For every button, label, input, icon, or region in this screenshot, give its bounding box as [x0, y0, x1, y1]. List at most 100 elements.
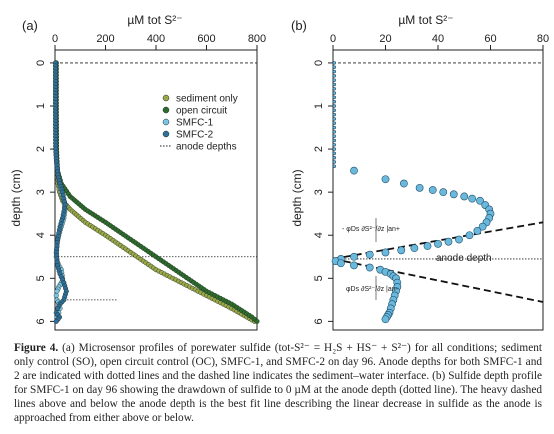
y-tick-label: 0 — [35, 60, 47, 66]
x-tick-label: 0 — [330, 33, 336, 45]
scatter-point — [336, 259, 345, 268]
legend-marker — [162, 106, 170, 114]
legend-marker — [162, 94, 170, 102]
scatter-point — [439, 188, 448, 197]
scatter-point — [332, 138, 337, 143]
scatter-point — [332, 65, 337, 69]
scatter-point — [332, 74, 337, 78]
scatter-point — [365, 263, 374, 272]
y-tick-label: 4 — [35, 232, 47, 238]
scatter-point — [332, 151, 337, 156]
scatter-point — [332, 61, 337, 65]
scatter-point — [399, 179, 408, 188]
scatter-point — [332, 160, 337, 164]
x-tick-label: 20 — [379, 33, 391, 45]
scatter-point — [381, 175, 390, 184]
y-tick-label: 2 — [35, 146, 47, 152]
scatter-point — [332, 121, 337, 125]
series-point-2 — [254, 318, 260, 324]
scatter-point — [332, 82, 337, 87]
panel-a-series — [53, 60, 260, 324]
scatter-point — [332, 91, 337, 95]
scatter-point — [410, 244, 419, 253]
panel-a-x-ticks: 0 200 400 600 800 — [52, 33, 266, 50]
x-tick-label: 200 — [96, 33, 114, 45]
scatter-point — [444, 237, 453, 246]
y-tick-label: 1 — [313, 103, 325, 109]
y-tick-label: 3 — [313, 189, 325, 195]
series-point-4 — [53, 318, 59, 324]
legend-entry: SMFC-2 — [176, 130, 214, 141]
x-tick-label: 80 — [537, 33, 549, 45]
panel-b: (b) µM tot S²⁻ depth (cm) 0 20 40 60 80 0 1 2 3… — [290, 13, 549, 331]
scatter-point — [434, 239, 442, 248]
flux-label-below: φDs ∂S²⁻/∂z |an- — [346, 286, 399, 293]
scatter-point — [332, 112, 337, 117]
scatter-point — [350, 166, 358, 175]
scatter-point — [478, 222, 487, 231]
flux-label-above: - φDs ∂S²⁻/∂z |an+ — [342, 226, 400, 233]
panel-a: (a) µM tot S²⁻ depth (cm) 0 200 400 600 800 … — [9, 13, 266, 331]
panel-a-left-axis-label: depth (cm) — [9, 169, 23, 226]
scatter-point — [415, 183, 424, 192]
panel-a-anode-depth-lines — [55, 256, 257, 301]
y-tick-label: 1 — [35, 103, 47, 109]
y-tick-label: 5 — [35, 275, 47, 281]
legend-entry: anode depths — [176, 142, 237, 153]
scatter-point — [476, 196, 484, 205]
panel-b-label: (b) — [291, 18, 307, 33]
legend-entry: open circuit — [176, 106, 227, 117]
scatter-point — [332, 95, 337, 100]
scatter-point — [460, 192, 469, 201]
figure-caption: Figure 4. (a) Microsensor profiles of po… — [14, 342, 542, 425]
scatter-point — [350, 261, 358, 270]
panel-a-label: (a) — [22, 18, 38, 33]
scatter-point — [465, 231, 474, 240]
legend-marker — [162, 130, 170, 138]
scatter-point — [332, 69, 337, 74]
series-point-3 — [54, 288, 60, 294]
y-tick-label: 6 — [35, 318, 47, 324]
x-tick-label: 40 — [432, 33, 444, 45]
scatter-point — [428, 186, 437, 194]
scatter-point — [381, 315, 390, 324]
scatter-point — [332, 108, 337, 113]
panel-b-points — [331, 61, 495, 324]
x-tick-label: 60 — [484, 33, 496, 45]
scatter-point — [332, 87, 337, 91]
scatter-point — [365, 250, 374, 259]
scatter-point — [332, 134, 337, 138]
y-tick-label: 5 — [313, 275, 325, 281]
anode-depth-annotation: anode depth — [436, 253, 492, 264]
scatter-point — [332, 117, 337, 121]
scatter-point — [332, 99, 337, 104]
x-tick-label: 400 — [147, 33, 165, 45]
scatter-point — [423, 242, 432, 250]
legend-entry: SMFC-1 — [176, 118, 214, 129]
scatter-point — [332, 104, 337, 108]
caption-text: (a) Microsensor profiles of porewater su… — [14, 342, 542, 424]
scatter-point — [332, 78, 337, 82]
scatter-point — [332, 147, 337, 151]
y-tick-label: 0 — [313, 60, 325, 66]
scatter-point — [332, 143, 337, 147]
y-tick-label: 4 — [313, 232, 325, 238]
scatter-point — [468, 194, 477, 203]
x-tick-label: 600 — [197, 33, 215, 45]
scatter-point — [332, 155, 337, 160]
x-tick-label: 0 — [52, 33, 58, 45]
y-tick-label: 6 — [313, 318, 325, 324]
panel-a-plot-frame — [54, 49, 258, 331]
legend-entry: sediment only — [176, 94, 238, 105]
panel-b-top-axis-label: µM tot S²⁻ — [398, 13, 453, 27]
scatter-point — [449, 190, 458, 199]
panel-b-left-axis-label: depth (cm) — [290, 169, 304, 226]
series-point-4 — [55, 305, 61, 311]
scatter-point — [332, 125, 337, 130]
scatter-point — [350, 252, 358, 261]
scatter-point — [397, 246, 406, 255]
x-tick-label: 800 — [248, 33, 266, 45]
scatter-point — [381, 248, 390, 257]
panel-b-y-ticks: 0 1 2 3 4 5 6 — [313, 60, 333, 324]
